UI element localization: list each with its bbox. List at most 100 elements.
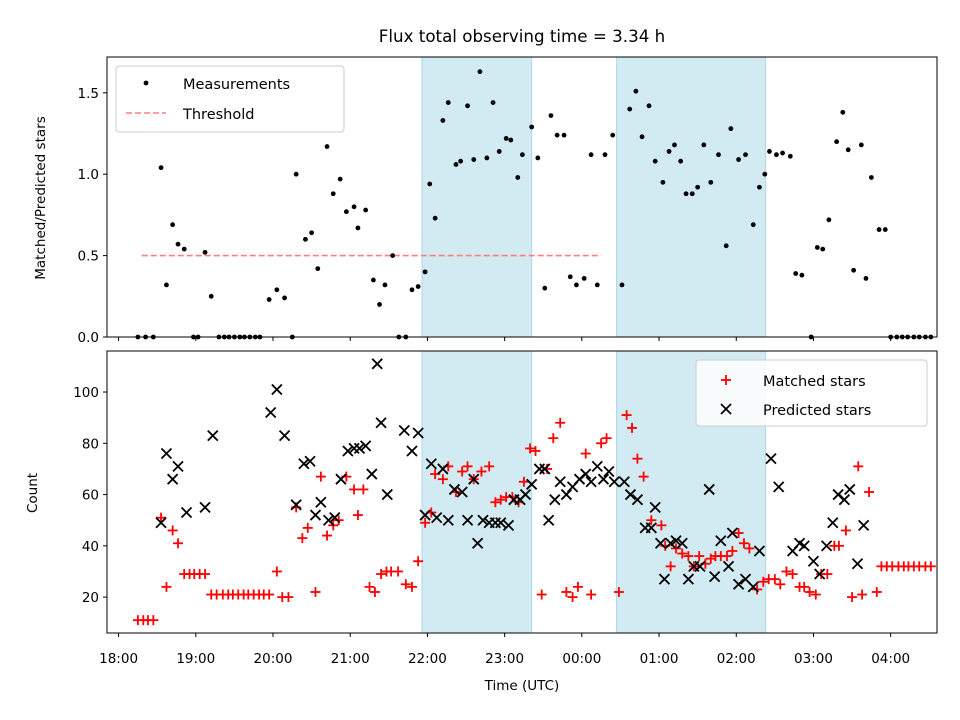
predicted-point-53: [560, 488, 573, 501]
predicted-point-95: [838, 494, 850, 506]
predicted-point-57-b: [585, 476, 597, 488]
predicted-point-6: [207, 429, 219, 442]
matched-point-7: [173, 538, 184, 549]
bottom-panel: 20 40 60 80 100 18:00 19:00 20:00 21:00 22:00 23:…: [25, 350, 938, 694]
measurement-point-91: [728, 126, 734, 132]
predicted-point-78: [715, 535, 727, 547]
measurement-point-108: [840, 109, 846, 115]
predicted-point-82-b: [739, 573, 752, 585]
measurement-point-64: [548, 113, 554, 119]
predicted-point-4-b: [180, 506, 193, 519]
y-tick-label-3: 80: [82, 436, 99, 452]
measurement-point-25: [293, 171, 299, 177]
predicted-point-20-b: [353, 442, 366, 455]
matched-point-78: [601, 433, 612, 444]
measurement-point-54: [484, 155, 490, 161]
matched-point-85: [656, 520, 667, 531]
matched-point-118: [847, 592, 858, 603]
matched-point-49: [420, 517, 431, 528]
predicted-point-23-b: [371, 358, 383, 370]
measurement-point-33: [351, 204, 357, 210]
measurement-point-90: [723, 243, 729, 249]
predicted-point-32-b: [437, 463, 449, 475]
predicted-point-39: [477, 514, 489, 526]
predicted-point-81: [732, 578, 745, 590]
predicted-point-58-b: [591, 460, 603, 473]
matched-point-74: [572, 581, 583, 592]
matched-point-27: [283, 592, 294, 603]
measurement-point-57: [503, 135, 509, 141]
matched-point-71: [555, 417, 566, 428]
legend-matched-marker: [721, 375, 731, 385]
predicted-point-78-b: [715, 535, 727, 547]
predicted-point-30: [425, 458, 437, 470]
predicted-point-76: [703, 483, 715, 496]
x-tick-label-6: 00:00: [562, 651, 601, 667]
predicted-point-98: [858, 519, 870, 531]
predicted-point-34-b: [448, 483, 461, 496]
matched-point-72: [561, 586, 572, 597]
measurement-point-23: [282, 295, 287, 301]
predicted-point-91: [814, 568, 826, 580]
matched-point-89: [677, 548, 688, 559]
matched-point-35: [333, 515, 344, 526]
legend-threshold-label: Threshold: [182, 107, 254, 123]
matched-point-6: [167, 525, 178, 536]
measurement-point-113: [868, 175, 874, 180]
measurement-point-30: [330, 191, 336, 197]
predicted-point-83-b: [747, 581, 759, 593]
matched-point-101: [744, 543, 755, 554]
measurement-point-22: [274, 287, 280, 293]
measurement-point-100: [787, 153, 793, 159]
matched-point-132: [925, 561, 936, 572]
measurement-point-28: [315, 266, 321, 272]
top-y-ticks: 0.0 0.5 1.0 1.5: [78, 86, 107, 346]
matched-point-55: [457, 466, 468, 477]
predicted-point-64-b: [631, 494, 644, 506]
matched-point-37: [349, 484, 360, 495]
predicted-point-89-b: [798, 540, 810, 552]
predicted-point-36: [461, 514, 474, 526]
matched-point-110: [799, 581, 810, 592]
matched-point-30: [302, 522, 313, 533]
x-axis-label: Time (UTC): [484, 678, 560, 694]
predicted-point-4: [180, 506, 193, 519]
predicted-point-13-b: [309, 509, 322, 521]
measurement-point-21: [266, 297, 272, 302]
matched-point-32: [315, 471, 326, 482]
matched-point-66: [525, 443, 536, 454]
matched-point-68: [536, 589, 547, 600]
measurement-point-10: [202, 249, 208, 255]
predicted-point-11-b: [298, 458, 310, 470]
predicted-point-12: [304, 455, 316, 467]
predicted-point-70: [664, 537, 677, 549]
predicted-point-42-b: [495, 517, 507, 529]
predicted-point-21: [360, 440, 372, 452]
predicted-point-8-b: [271, 383, 283, 396]
matched-point-117: [840, 525, 851, 536]
predicted-point-63-b: [624, 488, 637, 501]
x-tick-label-4: 22:00: [408, 651, 447, 667]
y-tick-label-2: 1.0: [78, 167, 99, 183]
predicted-point-24: [375, 417, 387, 429]
predicted-point-36-b: [461, 514, 474, 526]
predicted-point-6-b: [207, 429, 219, 442]
matched-point-5: [161, 581, 172, 592]
top-axes-frame: [106, 56, 938, 338]
measurement-point-112: [863, 275, 869, 281]
measurement-point-82: [672, 142, 677, 148]
predicted-point-14-b: [315, 496, 327, 508]
matched-point-61: [495, 494, 506, 505]
x-tick-label-9: 03:00: [794, 651, 833, 667]
measurement-point-63: [542, 285, 548, 291]
predicted-point-59-b: [597, 473, 610, 485]
measurement-point-48: [445, 100, 451, 105]
predicted-point-52-b: [554, 476, 566, 488]
predicted-point-84: [753, 545, 766, 557]
predicted-point-28-b: [412, 427, 424, 439]
measurement-point-34: [355, 225, 361, 231]
predicted-point-1: [160, 447, 173, 460]
predicted-point-46-b: [519, 488, 532, 501]
x-tick-label-3: 21:00: [331, 651, 370, 667]
matched-point-83: [638, 471, 649, 482]
